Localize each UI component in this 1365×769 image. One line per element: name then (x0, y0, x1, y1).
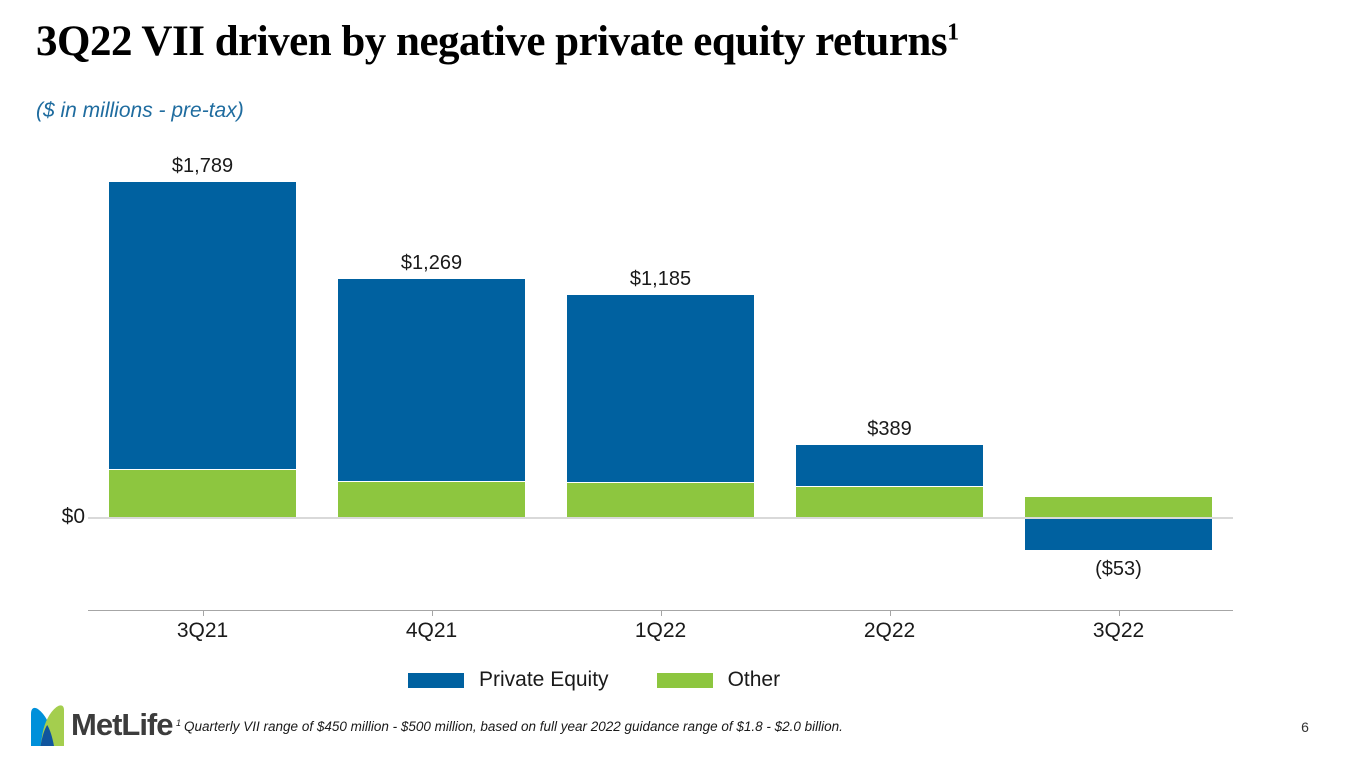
metlife-m-icon (31, 705, 64, 746)
bar-segment-private-equity (796, 444, 983, 487)
page-number: 6 (1301, 719, 1309, 735)
metlife-logo: MetLife (30, 704, 173, 746)
category-label: 3Q22 (1092, 619, 1145, 642)
axis-tick (1118, 610, 1120, 616)
page-title-text: 3Q22 VII driven by negative private equi… (36, 18, 948, 65)
legend-label-other: Other (727, 668, 781, 691)
page-title: 3Q22 VII driven by negative private equi… (36, 18, 959, 65)
legend-item-private-equity: Private Equity (408, 668, 609, 692)
metlife-wordmark: MetLife (71, 707, 173, 742)
legend-label-private-equity: Private Equity (479, 668, 609, 691)
category-label: 3Q21 (176, 619, 229, 642)
axis-tick (202, 610, 204, 616)
zero-baseline (88, 517, 1233, 519)
bar-segment-other (109, 469, 296, 518)
bar-segment-other (567, 482, 754, 518)
chart-legend: Private Equity Other (408, 668, 780, 692)
bar-segment-other (338, 481, 525, 518)
bar-segment-private-equity (1025, 518, 1212, 550)
chart-units-label: ($ in millions - pre-tax) (36, 99, 244, 122)
title-footnote-marker: 1 (947, 19, 959, 46)
category-label: 1Q22 (634, 619, 687, 642)
footnote-marker: 1 (176, 717, 182, 728)
legend-swatch-other (656, 672, 713, 688)
y-axis-zero-label: $0 (61, 505, 85, 528)
bar-total-label: $1,185 (629, 268, 692, 291)
bar-segment-private-equity (567, 295, 754, 483)
axis-tick (660, 610, 662, 616)
legend-item-other: Other (656, 668, 781, 692)
bar-segment-private-equity (109, 181, 296, 470)
vii-stacked-bar-chart: $1,789 3Q21 $1,269 4Q21 $1,185 1Q22 $389 2Q22 ($… (88, 140, 1233, 642)
footnote: 1 Quarterly VII range of $450 million - $… (176, 717, 843, 734)
bar-segment-private-equity (338, 279, 525, 482)
legend-swatch-private-equity (408, 672, 464, 688)
footnote-text: Quarterly VII range of $450 million - $5… (184, 719, 843, 734)
axis-tick (889, 610, 891, 616)
category-label: 4Q21 (405, 619, 458, 642)
bar-total-label: $1,269 (400, 252, 463, 275)
bar-segment-other (1025, 496, 1212, 518)
bar-total-label: $389 (867, 417, 912, 440)
axis-tick (431, 610, 433, 616)
category-label: 2Q22 (863, 619, 916, 642)
bar-segment-other (796, 486, 983, 518)
bar-total-label: ($53) (1095, 557, 1142, 580)
bar-total-label: $1,789 (171, 154, 234, 177)
